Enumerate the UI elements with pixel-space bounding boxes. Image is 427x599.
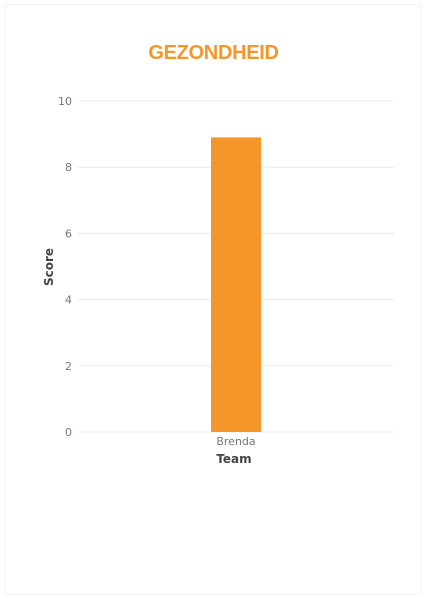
x-axis-title: Team: [216, 452, 251, 466]
y-tick-label: 0: [65, 426, 72, 439]
y-tick-label: 6: [65, 227, 72, 240]
y-axis-ticks: 0 2 4 6 8 10: [58, 95, 72, 439]
bars: [211, 137, 261, 432]
y-tick-label: 2: [65, 360, 72, 373]
y-tick-label: 10: [58, 95, 72, 108]
bar-brenda[interactable]: [211, 137, 261, 432]
y-axis-title: Score: [42, 248, 56, 286]
chart-title: GEZONDHEID: [148, 42, 279, 64]
x-tick-label: Brenda: [216, 435, 255, 448]
y-tick-label: 4: [65, 294, 72, 307]
x-axis-ticks: Brenda: [216, 435, 255, 448]
y-tick-label: 8: [65, 161, 72, 174]
